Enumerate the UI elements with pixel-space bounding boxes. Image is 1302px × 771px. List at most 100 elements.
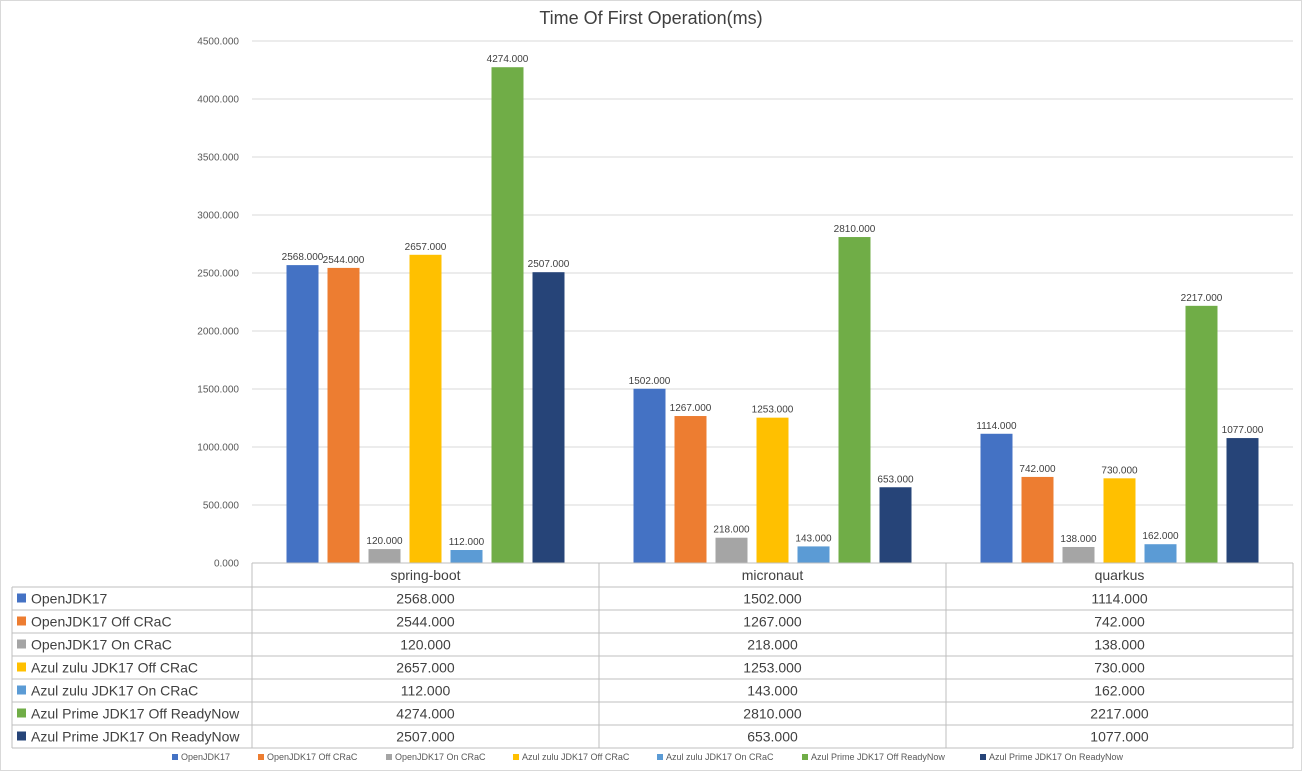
bar bbox=[327, 267, 360, 563]
table-cell: 1253.000 bbox=[743, 660, 802, 676]
y-tick-label: 4500.000 bbox=[197, 37, 239, 48]
table-cell: 218.000 bbox=[747, 637, 798, 653]
bar bbox=[1185, 305, 1218, 563]
bar bbox=[633, 388, 666, 563]
table-cell: 2544.000 bbox=[396, 614, 455, 630]
table-cell: 1077.000 bbox=[1090, 729, 1149, 745]
table-cell: 112.000 bbox=[401, 683, 451, 699]
data-label: 112.000 bbox=[449, 537, 485, 548]
bar bbox=[879, 487, 912, 563]
bar bbox=[838, 237, 871, 564]
data-label: 138.000 bbox=[1060, 534, 1097, 545]
table-cell: 1502.000 bbox=[743, 591, 802, 607]
legend-swatch bbox=[386, 754, 392, 760]
legend-label: Azul zulu JDK17 Off CRaC bbox=[522, 752, 630, 762]
y-tick-label: 0.000 bbox=[214, 559, 239, 570]
table-header: micronaut bbox=[742, 567, 804, 583]
data-label: 2507.000 bbox=[528, 259, 570, 270]
table-cell: 138.000 bbox=[1094, 637, 1145, 653]
bar bbox=[450, 550, 483, 563]
data-label: 730.000 bbox=[1101, 465, 1138, 476]
table-row-label: OpenJDK17 On CRaC bbox=[31, 637, 172, 653]
data-label: 742.000 bbox=[1019, 464, 1056, 475]
bar bbox=[1144, 544, 1177, 563]
y-tick-label: 3500.000 bbox=[197, 153, 239, 164]
legend-swatch bbox=[980, 754, 986, 760]
bar bbox=[980, 433, 1013, 563]
bar bbox=[674, 416, 707, 563]
y-tick-label: 4000.000 bbox=[197, 95, 239, 106]
bar bbox=[409, 254, 442, 563]
legend-swatch bbox=[802, 754, 808, 760]
data-label: 1502.000 bbox=[629, 376, 671, 387]
table-cell: 1114.000 bbox=[1091, 591, 1148, 607]
y-tick-label: 500.000 bbox=[203, 501, 240, 512]
table-row-label: OpenJDK17 Off CRaC bbox=[31, 614, 172, 630]
legend-label: OpenJDK17 bbox=[181, 752, 230, 762]
table-cell: 2810.000 bbox=[743, 706, 802, 722]
table-cell: 2217.000 bbox=[1090, 706, 1149, 722]
table-legend-key bbox=[17, 685, 26, 695]
legend-label: OpenJDK17 Off CRaC bbox=[267, 752, 358, 762]
table-row-label: OpenJDK17 bbox=[31, 591, 107, 607]
y-tick-label: 2000.000 bbox=[197, 327, 239, 338]
bar bbox=[491, 67, 524, 563]
table-cell: 143.000 bbox=[747, 683, 798, 699]
legend-label: OpenJDK17 On CRaC bbox=[395, 752, 486, 762]
legend-label: Azul Prime JDK17 On ReadyNow bbox=[989, 752, 1124, 762]
table-legend-key bbox=[17, 731, 26, 741]
legend-swatch bbox=[258, 754, 264, 760]
table-header: quarkus bbox=[1095, 567, 1145, 583]
data-label: 2217.000 bbox=[1181, 293, 1223, 304]
table-legend-key bbox=[17, 639, 26, 649]
legend-swatch bbox=[172, 754, 178, 760]
table-cell: 120.000 bbox=[400, 637, 451, 653]
table-cell: 742.000 bbox=[1094, 614, 1145, 630]
bar bbox=[715, 537, 748, 563]
table-legend-key bbox=[17, 708, 26, 718]
data-label: 120.000 bbox=[366, 536, 403, 547]
legend-label: Azul zulu JDK17 On CRaC bbox=[666, 752, 774, 762]
data-label: 2657.000 bbox=[405, 242, 447, 253]
data-label: 143.000 bbox=[795, 533, 832, 544]
table-header: spring-boot bbox=[390, 567, 460, 583]
bar bbox=[1226, 438, 1259, 563]
table-row-label: Azul zulu JDK17 On CRaC bbox=[31, 683, 198, 699]
data-label: 1114.000 bbox=[976, 421, 1017, 432]
bar bbox=[797, 546, 830, 563]
table-cell: 2507.000 bbox=[396, 729, 455, 745]
table-row-label: Azul zulu JDK17 Off CRaC bbox=[31, 660, 198, 676]
data-label: 218.000 bbox=[713, 525, 750, 536]
bar bbox=[368, 549, 401, 563]
table-cell: 162.000 bbox=[1094, 683, 1145, 699]
table-cell: 2568.000 bbox=[396, 591, 455, 607]
y-tick-label: 1500.000 bbox=[197, 385, 239, 396]
y-tick-label: 1000.000 bbox=[197, 443, 239, 454]
bar bbox=[1021, 476, 1054, 563]
bar bbox=[1062, 546, 1095, 563]
table-legend-key bbox=[17, 616, 26, 626]
table-cell: 4274.000 bbox=[396, 706, 455, 722]
table-row-label: Azul Prime JDK17 Off ReadyNow bbox=[31, 706, 240, 722]
table-cell: 1267.000 bbox=[743, 614, 802, 630]
data-label: 2544.000 bbox=[323, 255, 365, 266]
bar bbox=[756, 417, 789, 563]
legend-swatch bbox=[513, 754, 519, 760]
data-label: 2810.000 bbox=[834, 224, 876, 235]
data-label: 162.000 bbox=[1142, 531, 1179, 542]
table-row-label: Azul Prime JDK17 On ReadyNow bbox=[31, 729, 240, 745]
bar bbox=[532, 272, 565, 563]
data-label: 653.000 bbox=[877, 474, 914, 485]
table-cell: 2657.000 bbox=[396, 660, 455, 676]
data-label: 1267.000 bbox=[670, 403, 712, 414]
data-label: 4274.000 bbox=[487, 54, 529, 65]
data-label: 1077.000 bbox=[1222, 425, 1264, 436]
bar bbox=[1103, 478, 1136, 563]
table-cell: 653.000 bbox=[747, 729, 798, 745]
data-label: 2568.000 bbox=[282, 252, 324, 263]
data-label: 1253.000 bbox=[752, 405, 794, 416]
y-tick-label: 3000.000 bbox=[197, 211, 239, 222]
chart-title: Time Of First Operation(ms) bbox=[539, 8, 763, 28]
bar bbox=[286, 265, 319, 563]
